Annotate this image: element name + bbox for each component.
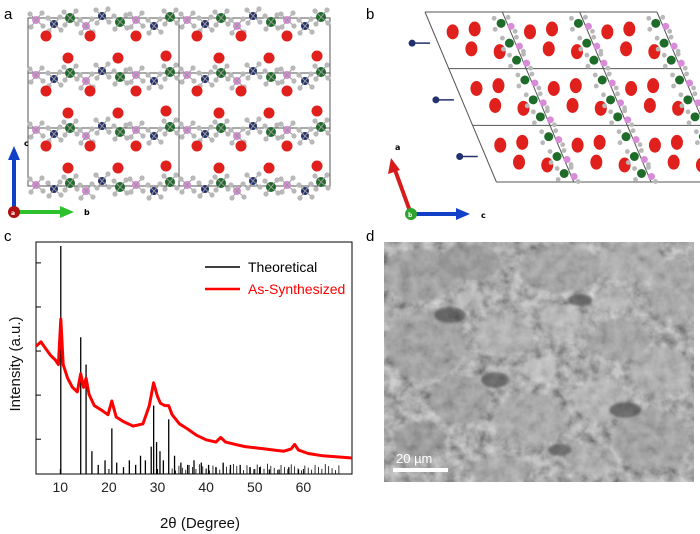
series-as-synthesized-line (34, 317, 353, 460)
plot-border (35, 241, 353, 475)
panel-label-a: a (4, 6, 13, 23)
panel-label-d: d (366, 228, 375, 245)
panel-label-b: b (366, 6, 375, 23)
plot-frame (35, 241, 353, 475)
x-axis-ticks: 10 20 30 40 50 60 (53, 469, 312, 495)
x-tick-label: 60 (296, 479, 312, 495)
legend-label-theoretical: Theoretical (248, 259, 317, 275)
x-tick-label: 20 (101, 479, 117, 495)
x-tick-label: 30 (150, 479, 166, 495)
panel-label-c: c (4, 228, 12, 245)
series-theoretical (60, 246, 340, 474)
y-axis-title: Intensity (a.u.) (7, 316, 24, 411)
legend: Theoretical As-Synthesized (205, 259, 345, 297)
y-axis-ticks (36, 262, 41, 440)
x-tick-label: 10 (53, 479, 69, 495)
legend-label-as-synthesized: As-Synthesized (248, 281, 345, 297)
x-tick-label: 40 (198, 479, 214, 495)
x-tick-label: 50 (247, 479, 263, 495)
x-axis-title: 2θ (Degree) (160, 515, 240, 532)
